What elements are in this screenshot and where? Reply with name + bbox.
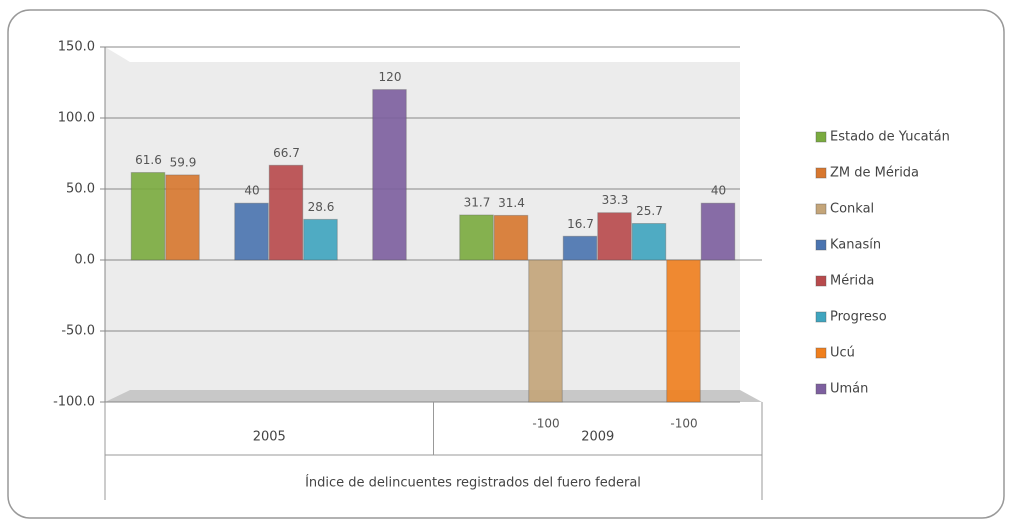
x-tick-label: 2005	[253, 430, 286, 445]
value-label: 25.7	[636, 204, 663, 218]
value-label: 120	[379, 70, 402, 84]
bar	[459, 214, 494, 261]
legend-swatch	[815, 311, 827, 323]
value-label: 40	[244, 184, 259, 198]
bar	[666, 259, 701, 403]
legend-swatch	[815, 203, 827, 215]
legend-swatch	[815, 347, 827, 359]
value-label: 31.7	[464, 195, 491, 209]
bar	[165, 174, 200, 261]
bar	[528, 259, 563, 403]
value-label: 40	[711, 184, 726, 198]
y-tick-label: -100.0	[53, 395, 95, 410]
value-label: 33.3	[602, 193, 629, 207]
legend-swatch	[815, 383, 827, 395]
x-tick-label: 2009	[581, 430, 614, 445]
y-tick-label: 150.0	[58, 40, 95, 55]
y-tick-label: 100.0	[58, 111, 95, 126]
bar	[303, 218, 338, 261]
legend-label: Estado de Yucatán	[830, 130, 950, 145]
legend-label: Kanasín	[830, 238, 881, 253]
bar	[631, 223, 667, 261]
y-tick-label: 50.0	[66, 182, 95, 197]
value-label: -100	[670, 417, 697, 431]
legend-label: Umán	[830, 382, 868, 397]
y-tick-label: 0.0	[74, 253, 95, 268]
value-label: 61.6	[135, 153, 162, 167]
bar	[234, 202, 269, 261]
bar	[130, 172, 166, 261]
bar	[700, 202, 736, 261]
value-label: 31.4	[498, 196, 525, 210]
legend-swatch	[815, 167, 827, 179]
floor	[105, 390, 762, 402]
legend-label: ZM de Mérida	[830, 166, 919, 181]
legend-label: Progreso	[830, 310, 887, 325]
legend-swatch	[815, 275, 827, 287]
bar	[268, 164, 304, 261]
value-label: 59.9	[170, 155, 197, 169]
legend-label: Ucú	[830, 346, 855, 361]
legend-label: Conkal	[830, 202, 874, 217]
bar	[597, 212, 632, 261]
value-label: -100	[532, 417, 559, 431]
bar	[493, 214, 529, 261]
bar	[372, 89, 407, 261]
value-label: 16.7	[567, 217, 594, 231]
value-label: 66.7	[273, 146, 300, 160]
group-label: Índice de delincuentes registrados del f…	[305, 475, 641, 491]
legend-swatch	[815, 131, 827, 143]
value-label: 28.6	[308, 200, 335, 214]
bar	[562, 235, 598, 261]
legend-swatch	[815, 239, 827, 251]
y-tick-label: -50.0	[61, 324, 95, 339]
legend-label: Mérida	[830, 274, 874, 289]
back-wall	[105, 47, 740, 402]
